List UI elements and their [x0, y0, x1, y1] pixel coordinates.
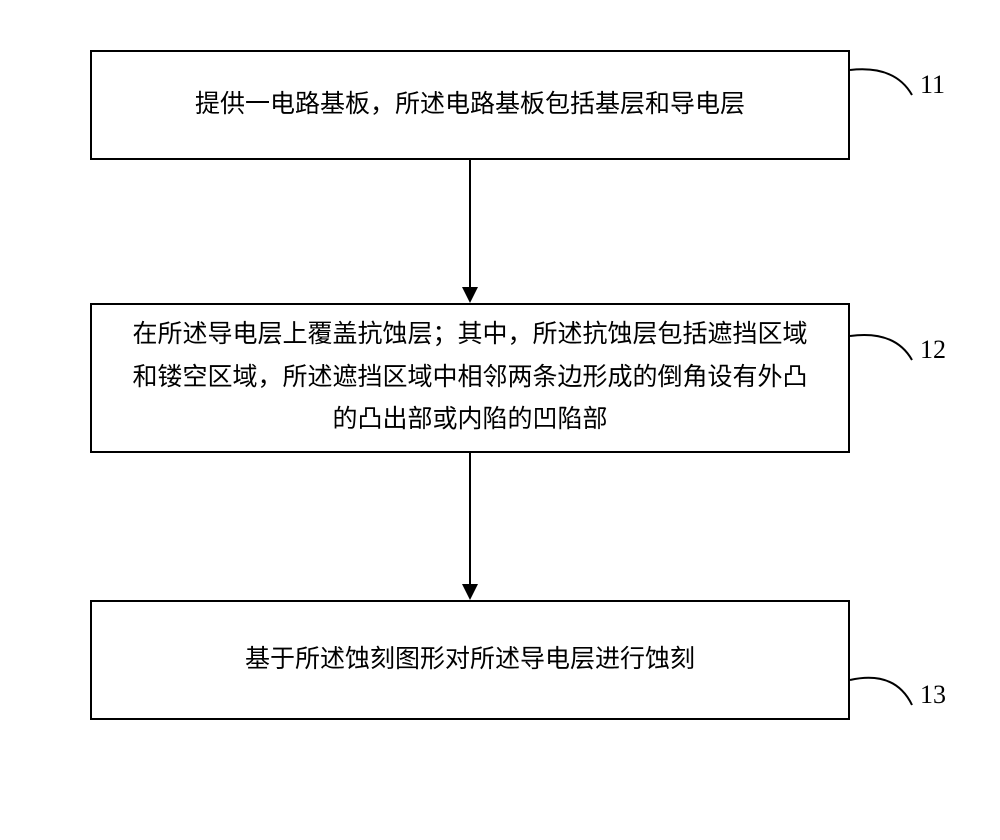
arrow-2: [50, 40, 1000, 840]
